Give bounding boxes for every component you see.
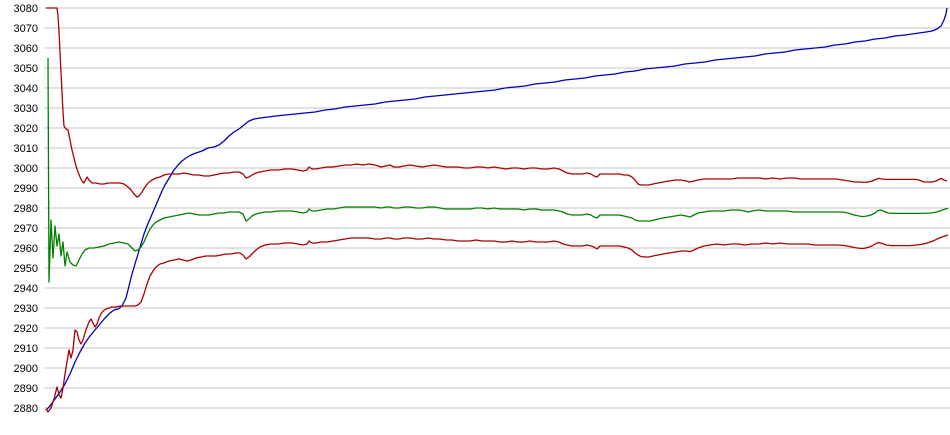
y-axis-tick-label: 2970 [14,223,38,235]
y-axis-tick-label: 3040 [14,83,38,95]
y-axis-tick-label: 2940 [14,283,38,295]
cumulative-blue-line [45,7,948,411]
y-axis-tick-label: 2920 [14,323,38,335]
y-axis-tick-label: 2910 [14,343,38,355]
y-axis-tick-label: 2950 [14,263,38,275]
y-axis-tick-label: 2960 [14,243,38,255]
y-axis-tick-label: 2990 [14,183,38,195]
y-axis-tick-label: 3070 [14,23,38,35]
y-axis-tick-label: 3020 [14,123,38,135]
y-axis-tick-label: 3050 [14,63,38,75]
mean-green-line [47,57,949,283]
y-axis-tick-label: 3080 [14,3,38,15]
upper-bound-red-line [46,7,948,198]
y-axis-tick-label: 3000 [14,163,38,175]
y-axis-tick-label: 2980 [14,203,38,215]
y-axis-tick-label: 2890 [14,383,38,395]
y-axis-tick-label: 3060 [14,43,38,55]
y-axis-tick-label: 2880 [14,403,38,415]
y-axis-tick-label: 3010 [14,143,38,155]
y-axis-tick-label: 2900 [14,363,38,375]
lower-bound-red-line [45,234,949,413]
y-axis-tick-label: 2930 [14,303,38,315]
y-axis-tick-label: 3030 [14,103,38,115]
